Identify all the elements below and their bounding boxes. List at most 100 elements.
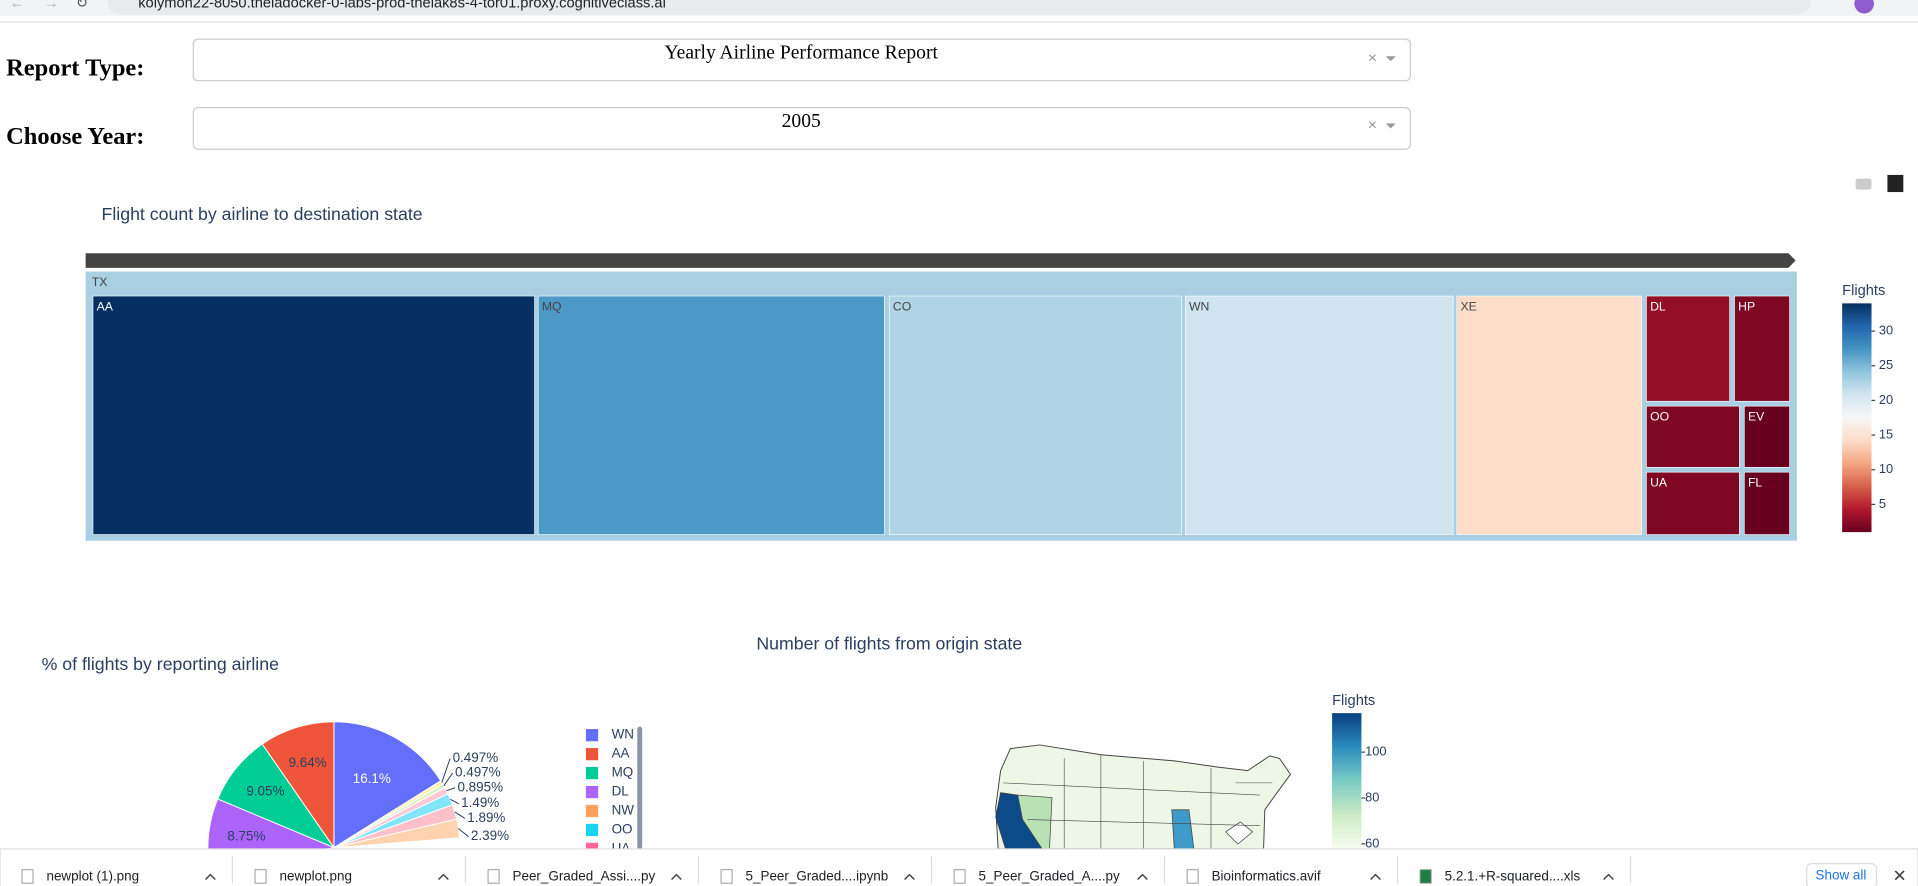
tile-label: EV xyxy=(1748,409,1765,423)
file-name[interactable]: newplot.png xyxy=(280,869,352,884)
pie-slice[interactable] xyxy=(261,721,335,850)
tile-label: MQ xyxy=(542,299,562,313)
colorbar-title: Flights xyxy=(1842,283,1885,299)
tile[interactable] xyxy=(1646,471,1740,535)
leader-line xyxy=(443,772,453,787)
file-name[interactable]: 5_Peer_Graded_A....py xyxy=(979,869,1120,884)
tile[interactable] xyxy=(1743,405,1790,468)
tile-label: XE xyxy=(1461,299,1477,313)
close[interactable]: ✕ xyxy=(1892,867,1906,886)
tile[interactable] xyxy=(537,295,885,535)
legend-label: NW xyxy=(612,803,635,818)
back[interactable]: ← xyxy=(10,0,25,12)
legend-label: OO xyxy=(612,822,633,837)
us-map xyxy=(995,744,1292,850)
file-name[interactable]: 5.2.1.+R-squared....xls xyxy=(1445,869,1581,884)
slice-label: 9.64% xyxy=(289,755,327,770)
colorbar xyxy=(1842,303,1872,533)
file-icon xyxy=(1186,869,1199,884)
leader-line xyxy=(446,787,456,792)
camera-icon[interactable] xyxy=(1855,178,1872,190)
file-icon xyxy=(720,869,733,884)
tile[interactable] xyxy=(1456,295,1642,535)
tile-label: FL xyxy=(1748,475,1762,489)
tile[interactable] xyxy=(888,295,1182,535)
slice-label: 1.89% xyxy=(467,810,505,825)
file-name[interactable]: Bioinformatics.avif xyxy=(1212,869,1321,884)
colorbar-tick-label: 60 xyxy=(1365,835,1379,850)
file-menu[interactable] xyxy=(1603,873,1614,881)
slice-label: 9.05% xyxy=(246,784,284,799)
legend-swatch[interactable] xyxy=(585,766,599,780)
leader-line xyxy=(454,811,466,819)
chart-title: Number of flights from origin state xyxy=(756,633,1022,653)
plotly-logo[interactable] xyxy=(1887,174,1904,193)
pathbar[interactable] xyxy=(85,253,1796,268)
file-icon xyxy=(21,869,34,884)
file-menu[interactable] xyxy=(1137,873,1148,881)
dropdown-value: 2005 xyxy=(782,111,821,132)
legend-swatch[interactable] xyxy=(585,785,599,799)
legend-swatch[interactable] xyxy=(585,748,599,761)
colorbar-tick-label: 20 xyxy=(1879,392,1893,407)
chart-title: % of flights by reporting airline xyxy=(42,654,279,674)
colorbar-tick-label: 100 xyxy=(1365,744,1386,759)
colorbar-tick-label: 15 xyxy=(1879,426,1893,441)
forward[interactable]: → xyxy=(44,0,59,12)
show-all-button[interactable] xyxy=(1806,862,1878,886)
file-menu[interactable] xyxy=(204,873,216,881)
leader-line xyxy=(458,828,469,838)
tile[interactable] xyxy=(1646,295,1730,402)
tile-label: OO xyxy=(1650,409,1669,423)
leader-line xyxy=(450,798,459,805)
colorbar-title: Flights xyxy=(1332,693,1375,709)
tile-label: HP xyxy=(1738,299,1755,313)
tile-label: WN xyxy=(1189,299,1209,313)
clear[interactable]: × xyxy=(1368,117,1377,134)
slice-label: 16.1% xyxy=(353,771,391,786)
reload[interactable]: ↻ xyxy=(76,0,88,12)
dropdown[interactable] xyxy=(192,38,1411,82)
file-menu[interactable] xyxy=(671,873,682,881)
address-bar[interactable] xyxy=(107,0,1811,15)
file-name[interactable]: newplot (1).png xyxy=(46,869,139,884)
tile[interactable] xyxy=(1734,295,1790,402)
url: kolymon22-8050.theiadocker-0-labs-prod-t… xyxy=(138,0,666,12)
file-menu[interactable] xyxy=(438,873,449,881)
root-label: TX xyxy=(92,275,108,289)
pie-slice[interactable] xyxy=(333,721,442,849)
tile[interactable] xyxy=(92,295,535,535)
show-all[interactable]: Show all xyxy=(1816,867,1867,882)
file-name[interactable]: Peer_Graded_Assi....py xyxy=(513,869,656,884)
colorbar xyxy=(1332,713,1362,849)
legend-swatch[interactable] xyxy=(585,823,599,837)
legend-swatch[interactable] xyxy=(585,729,599,742)
colorbar-tick-label: 25 xyxy=(1879,357,1893,372)
tile-label: DL xyxy=(1650,299,1666,313)
slice-label: 0.497% xyxy=(453,750,499,765)
file-menu[interactable] xyxy=(904,873,915,881)
file-name[interactable]: 5_Peer_Graded....ipynb xyxy=(746,869,889,884)
slice-label: 0.497% xyxy=(455,765,501,780)
file-menu[interactable] xyxy=(1370,873,1381,881)
caret[interactable] xyxy=(1385,56,1396,62)
chart-title: Flight count by airline to destination s… xyxy=(102,204,423,224)
slice-label: 1.49% xyxy=(461,795,499,810)
tile[interactable] xyxy=(1743,471,1790,535)
legend-label: WN xyxy=(612,727,634,742)
tile[interactable] xyxy=(1646,405,1740,468)
legend-swatch[interactable] xyxy=(585,804,599,818)
file-icon xyxy=(487,869,500,884)
control-label: Choose Year: xyxy=(6,123,144,150)
legend-scrollbar[interactable] xyxy=(637,726,643,849)
legend-label: MQ xyxy=(612,765,634,780)
clear[interactable]: × xyxy=(1368,50,1377,67)
profile[interactable] xyxy=(1854,0,1874,14)
caret[interactable] xyxy=(1385,123,1396,129)
dropdown[interactable] xyxy=(192,107,1411,150)
tile-label: AA xyxy=(97,299,114,313)
tile-label: UA xyxy=(1650,475,1668,489)
tile[interactable] xyxy=(1184,295,1454,535)
